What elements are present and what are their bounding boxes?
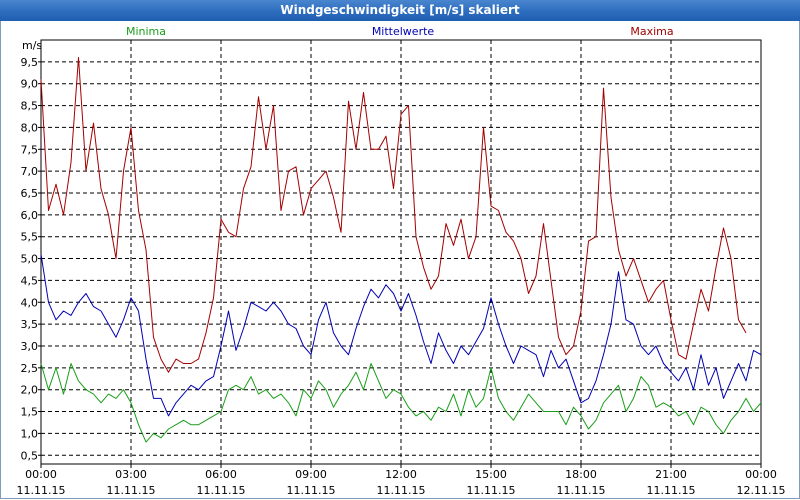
y-tick-label: 6,0 <box>21 209 39 222</box>
x-tick-date-label: 11.11.15 <box>287 484 336 497</box>
x-axis-ticks: 00:00 11.11.15 03:00 11.11.15 06:00 11.11.15 0… <box>17 464 786 497</box>
y-tick-label: 2,5 <box>21 362 39 375</box>
x-tick-date-label: 11.11.15 <box>377 484 426 497</box>
x-tick-time-label: 09:00 <box>295 468 327 481</box>
y-tick-label: 5,0 <box>21 253 39 266</box>
legend-mittelwerte: Mittelwerte <box>372 25 435 38</box>
x-tick-time-label: 00:00 <box>745 468 777 481</box>
x-tick-time-label: 12:00 <box>385 468 417 481</box>
y-tick-label: 1,5 <box>21 406 39 419</box>
x-tick-date-label: 12.11.15 <box>737 484 786 497</box>
y-tick-label: 8,5 <box>21 100 39 113</box>
y-tick-label: 0,5 <box>21 449 39 462</box>
chart-frame: 0,5 1,0 1,5 2,0 2,5 3,0 3,5 4,0 4,5 5,0 5,5 6,0 6,5 7… <box>0 21 800 499</box>
y-tick-label: 7,0 <box>21 165 39 178</box>
x-tick-date-label: 11.11.15 <box>467 484 516 497</box>
x-tick-date-label: 11.11.15 <box>647 484 696 497</box>
series-lines <box>40 57 762 443</box>
x-tick-time-label: 18:00 <box>565 468 597 481</box>
series-line-mittelwerte <box>40 254 762 417</box>
legend: Minima Mittelwerte Maxima <box>126 25 674 38</box>
y-tick-label: 2,0 <box>21 384 39 397</box>
x-tick-date-label: 11.11.15 <box>197 484 246 497</box>
window-title: Windgeschwindigkeit [m/s] skaliert <box>0 0 800 21</box>
y-tick-label: 5,5 <box>21 231 39 244</box>
wind-speed-chart: 0,5 1,0 1,5 2,0 2,5 3,0 3,5 4,0 4,5 5,0 5,5 6,0 6,5 7… <box>17 25 786 497</box>
y-axis-ticks: 0,5 1,0 1,5 2,0 2,5 3,0 3,5 4,0 4,5 5,0 5,5 6,0 6,5 7… <box>21 56 41 462</box>
x-tick-date-label: 11.11.15 <box>107 484 156 497</box>
y-tick-label: 8,0 <box>21 121 39 134</box>
grid-lines <box>41 40 761 464</box>
x-tick-time-label: 06:00 <box>205 468 237 481</box>
y-tick-label: 3,0 <box>21 340 39 353</box>
x-tick-date-label: 11.11.15 <box>17 484 66 497</box>
y-axis-label: m/s <box>22 39 42 52</box>
y-tick-label: 6,5 <box>21 187 39 200</box>
x-tick-time-label: 03:00 <box>115 468 147 481</box>
x-tick-time-label: 00:00 <box>25 468 57 481</box>
y-tick-label: 9,5 <box>21 56 39 69</box>
y-tick-label: 9,0 <box>21 78 39 91</box>
legend-minima: Minima <box>126 25 166 38</box>
x-tick-date-label: 11.11.15 <box>557 484 606 497</box>
series-line-maxima <box>40 57 747 373</box>
y-tick-label: 7,5 <box>21 143 39 156</box>
x-tick-time-label: 15:00 <box>475 468 507 481</box>
x-tick-time-label: 21:00 <box>655 468 687 481</box>
y-tick-label: 3,5 <box>21 318 39 331</box>
y-tick-label: 4,0 <box>21 296 39 309</box>
legend-maxima: Maxima <box>630 25 673 38</box>
y-tick-label: 4,5 <box>21 274 39 287</box>
y-tick-label: 1,0 <box>21 427 39 440</box>
series-line-minima <box>40 363 762 443</box>
